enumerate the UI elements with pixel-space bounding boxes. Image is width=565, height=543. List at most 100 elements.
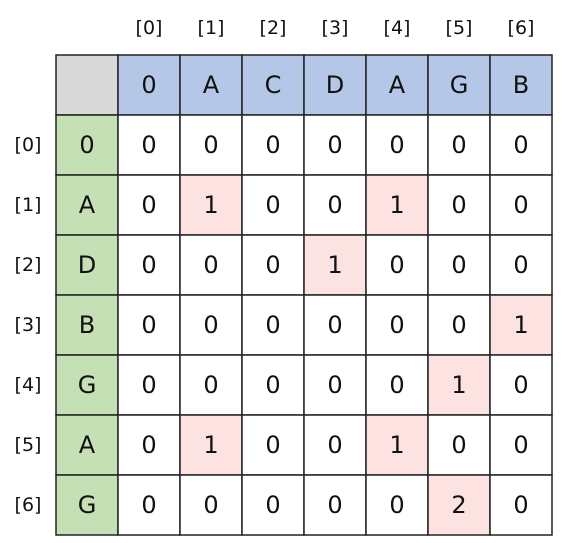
column-header-cell <box>117 54 181 116</box>
cell-value: 0 <box>141 431 156 459</box>
table-cell <box>365 114 429 176</box>
cell-value: 0 <box>265 311 280 339</box>
cell-value: 0 <box>451 311 466 339</box>
column-header: C <box>265 71 282 99</box>
row-header-cell <box>55 234 119 296</box>
cell-value: 0 <box>451 251 466 279</box>
row-header-cell <box>55 114 119 176</box>
cell-value: 0 <box>141 191 156 219</box>
table-cell <box>489 414 553 476</box>
match-cell <box>489 294 553 356</box>
cell-value: 0 <box>141 131 156 159</box>
column-index: [5] <box>446 17 473 39</box>
row-index: [5] <box>15 434 42 456</box>
table-cell <box>489 354 553 416</box>
column-header-cell <box>427 54 491 116</box>
row-index: [0] <box>15 134 42 156</box>
cell-value: 1 <box>451 371 466 399</box>
match-cell <box>427 354 491 416</box>
table-cell <box>303 354 367 416</box>
column-header: A <box>203 71 220 99</box>
row-header: D <box>78 251 96 279</box>
column-index: [1] <box>198 17 225 39</box>
cell-value: 0 <box>389 311 404 339</box>
column-index: [4] <box>384 17 411 39</box>
cell-value: 0 <box>513 431 528 459</box>
cell-value: 0 <box>141 311 156 339</box>
row-header-cell <box>55 354 119 416</box>
column-header-cell <box>179 54 243 116</box>
table-cell <box>427 114 491 176</box>
cell-value: 0 <box>203 491 218 519</box>
cell-value: 1 <box>389 191 404 219</box>
cell-value: 0 <box>513 491 528 519</box>
row-index: [1] <box>15 194 42 216</box>
cell-value: 0 <box>327 131 342 159</box>
cell-value: 0 <box>327 191 342 219</box>
table-cell <box>489 114 553 176</box>
row-header: 0 <box>79 131 94 159</box>
row-header-cell <box>55 474 119 536</box>
table-cell <box>117 174 181 236</box>
row-header: G <box>78 491 97 519</box>
cell-value: 0 <box>203 311 218 339</box>
table-cell <box>489 474 553 536</box>
column-header: D <box>326 71 344 99</box>
table-cell <box>241 114 305 176</box>
table-cell <box>489 174 553 236</box>
cell-value: 0 <box>389 251 404 279</box>
column-index: [0] <box>136 17 163 39</box>
column-index: [2] <box>260 17 287 39</box>
cell-value: 0 <box>265 491 280 519</box>
table-cell <box>241 354 305 416</box>
cell-value: 0 <box>389 491 404 519</box>
cell-value: 1 <box>513 311 528 339</box>
row-index: [2] <box>15 254 42 276</box>
corner-cell <box>55 54 119 116</box>
cell-value: 0 <box>513 371 528 399</box>
cell-value: 0 <box>141 251 156 279</box>
row-header: B <box>79 311 95 339</box>
row-header: A <box>79 191 96 219</box>
table-cell <box>365 294 429 356</box>
cell-value: 0 <box>203 251 218 279</box>
table-cell <box>117 294 181 356</box>
match-cell <box>427 474 491 536</box>
column-header: A <box>389 71 406 99</box>
column-index: [3] <box>322 17 349 39</box>
table-cell <box>241 234 305 296</box>
cell-value: 1 <box>203 191 218 219</box>
table-cell <box>117 414 181 476</box>
row-index: [4] <box>15 374 42 396</box>
row-header: G <box>78 371 97 399</box>
column-header: 0 <box>141 71 156 99</box>
cell-value: 0 <box>327 431 342 459</box>
cell-value: 0 <box>203 131 218 159</box>
cell-value: 0 <box>451 131 466 159</box>
column-header: B <box>513 71 529 99</box>
table-cell <box>179 294 243 356</box>
table-cell <box>427 414 491 476</box>
cell-value: 0 <box>327 311 342 339</box>
cell-value: 0 <box>389 371 404 399</box>
cell-value: 0 <box>141 491 156 519</box>
table-cell <box>303 474 367 536</box>
cell-value: 0 <box>265 131 280 159</box>
table-cell <box>365 354 429 416</box>
cell-value: 0 <box>265 251 280 279</box>
table-cell <box>179 114 243 176</box>
cell-value: 1 <box>203 431 218 459</box>
cell-value: 0 <box>451 431 466 459</box>
table-cell <box>303 114 367 176</box>
cell-value: 0 <box>327 491 342 519</box>
table-cell <box>117 474 181 536</box>
table-cell <box>241 474 305 536</box>
cell-value: 0 <box>265 371 280 399</box>
row-header: A <box>79 431 96 459</box>
cell-value: 0 <box>327 371 342 399</box>
cell-value: 1 <box>389 431 404 459</box>
cell-value: 0 <box>389 131 404 159</box>
cell-value: 2 <box>451 491 466 519</box>
cell-value: 0 <box>203 371 218 399</box>
